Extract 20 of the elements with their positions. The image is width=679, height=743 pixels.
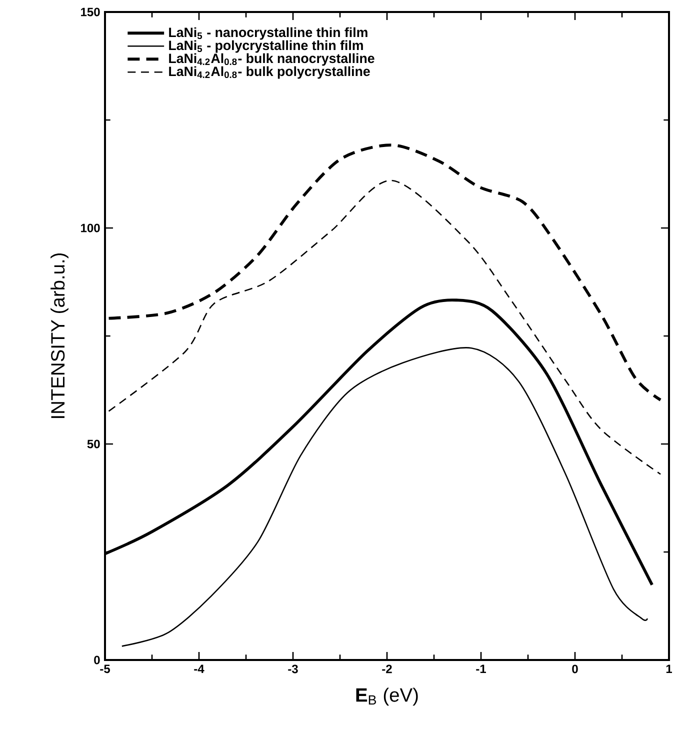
x-tick-label: -5: [100, 664, 110, 674]
x-tick-label: -3: [288, 664, 298, 674]
line-series: [108, 180, 662, 475]
legend-label: LaNi$_{4.2}$Al$_{0.8}$- bulk polycrystalline: [169, 66, 370, 79]
y-tick-label: 0: [94, 656, 100, 664]
line-series: [121, 347, 648, 647]
legend-label: LaNi$_{5}$ - nanocrystalline thin film: [169, 27, 368, 40]
x-tick-label: -4: [194, 664, 204, 673]
x-tick-label: -1: [476, 664, 486, 673]
x-tick-label: 1: [666, 664, 672, 673]
legend-label: LaNi$_{5}$ - polycrystalline thin film: [169, 40, 363, 53]
y-tick-label: 150: [81, 8, 100, 16]
y-tick-label: 50: [87, 440, 100, 448]
x-axis-title: E$_{B}$ (eV): [356, 688, 418, 706]
y-tick-label: 100: [81, 224, 100, 232]
y-axis-title: INTENSITY (arb.u.): [50, 253, 68, 418]
x-tick-label: 0: [572, 664, 578, 674]
line-series: [107, 144, 662, 402]
legend-label: LaNi$_{4.2}$Al$_{0.8}$- bulk nanocrystalline: [169, 53, 374, 66]
x-tick-label: -2: [382, 664, 392, 674]
